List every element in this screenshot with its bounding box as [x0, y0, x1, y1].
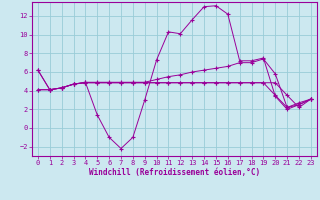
X-axis label: Windchill (Refroidissement éolien,°C): Windchill (Refroidissement éolien,°C)	[89, 168, 260, 177]
